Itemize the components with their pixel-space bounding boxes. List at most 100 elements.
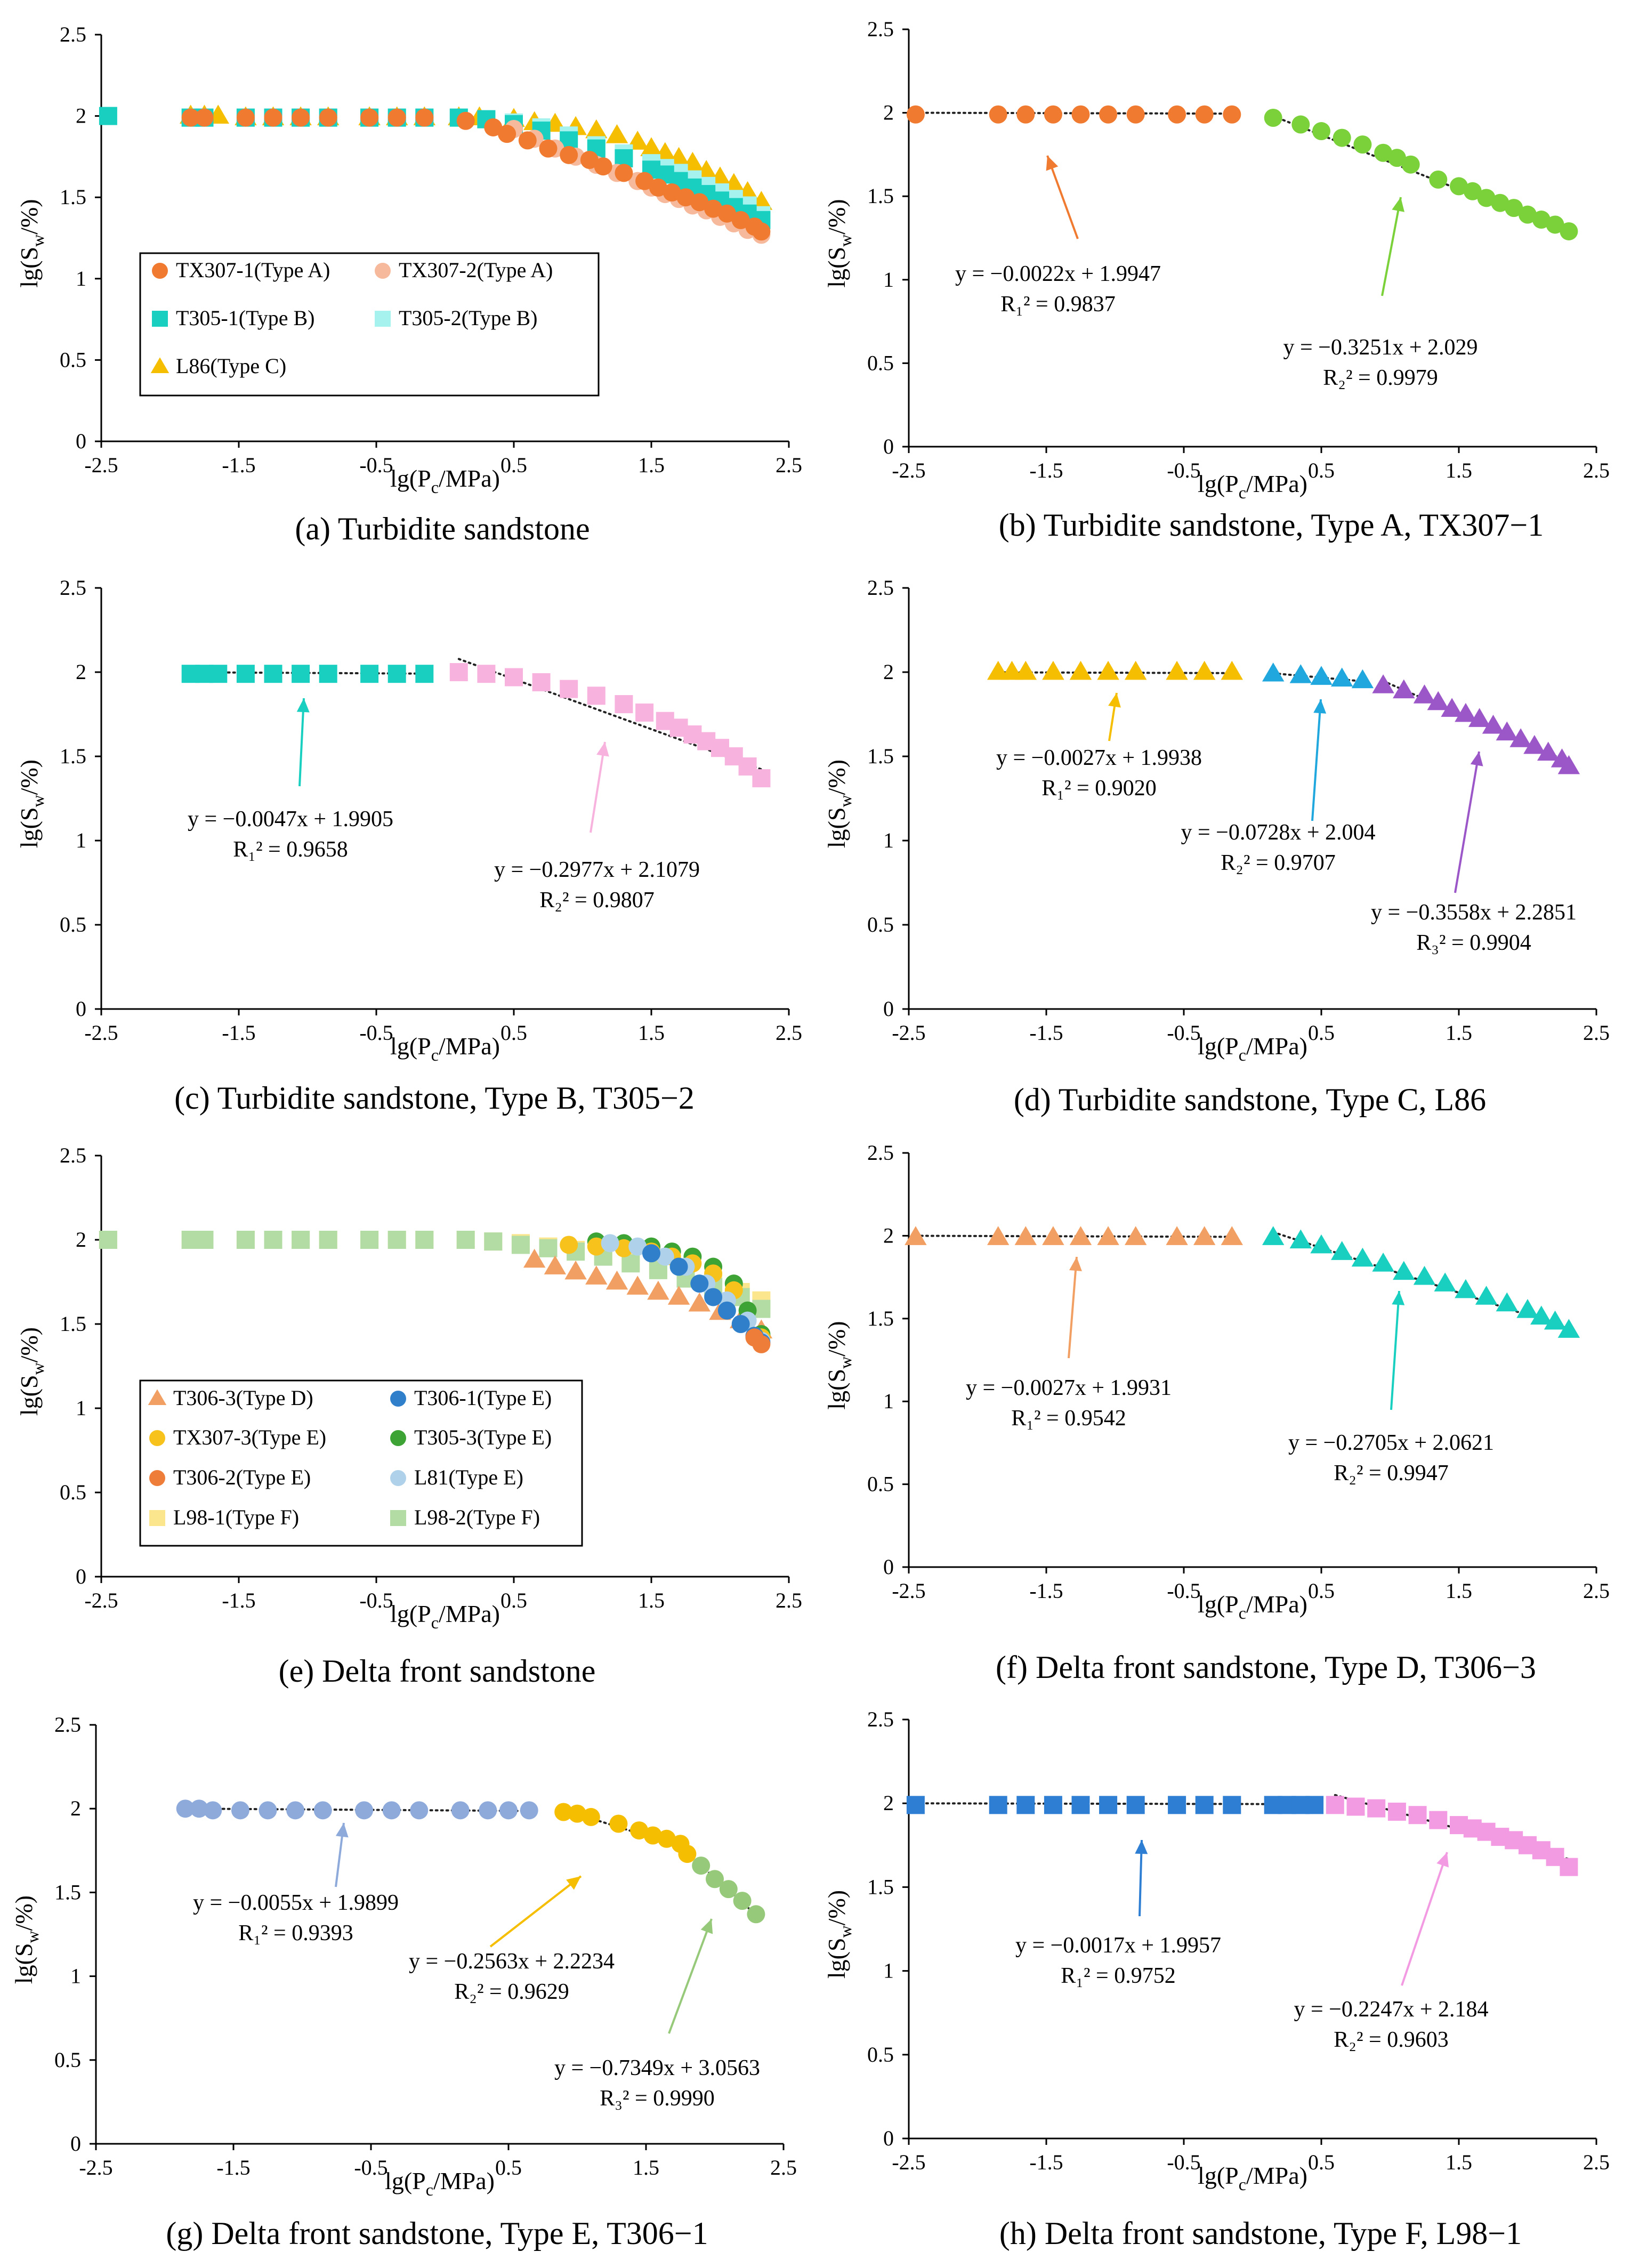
data-point [1372,674,1394,693]
data-point [747,1905,765,1924]
panel-caption: (a) Turbidite sandstone [295,511,590,546]
y-tick-label: 0.5 [867,2043,894,2067]
y-tick-label: 2.5 [867,1141,894,1165]
arrow-head-icon [1069,1257,1082,1271]
annotation-arrow [489,1875,582,1948]
data-point [690,1274,709,1293]
data-point [360,665,379,683]
y-tick-label: 1 [76,828,86,852]
y-tick-label: 0 [883,434,894,458]
y-tick-label: 0.5 [867,351,894,375]
y-tick-label: 1 [883,1389,894,1413]
data-point [1326,1796,1344,1814]
data-point [148,1389,167,1405]
data-point [1429,170,1448,189]
arrow-head-icon [596,742,609,757]
data-point [1557,1319,1580,1338]
y-axis-label: lg(Sw/%) [823,1321,855,1409]
data-point [1374,143,1393,162]
data-point [568,1804,586,1823]
data-point [1455,1279,1477,1298]
data-point [1496,1292,1518,1312]
data-point [1560,222,1578,240]
panel-caption: (e) Delta front sandstone [279,1653,596,1689]
x-tick-label: 1.5 [638,1588,665,1612]
data-point [1071,1796,1090,1814]
data-point [498,125,516,143]
data-point [667,1286,690,1305]
fit-r-squared: R₁² = 0.9393 [238,1921,353,1946]
x-tick-label: -0.5 [359,453,393,477]
data-point [360,1231,379,1249]
data-point [1168,105,1186,124]
data-point [752,222,771,241]
data-point [587,1237,605,1256]
data-point [204,1801,222,1820]
x-tick-label: -2.5 [892,458,925,482]
annotation-arrow [1068,1256,1078,1359]
x-tick-label: 2.5 [1583,1579,1610,1603]
data-point [1125,1226,1147,1245]
data-point [647,1280,669,1300]
data-point [585,1265,608,1285]
annotation-arrow [1401,1852,1448,1986]
data-point [390,1391,406,1407]
data-point [1166,1226,1188,1245]
x-tick-label: 0.5 [1308,1021,1335,1045]
data-point [456,1231,475,1249]
data-point [635,172,654,190]
chart-panel-d: 0 0.5 1 1.5 2 2.5 -2.5 -1.5 -0.5 0.5 1.5 2.5 lg(Pc/M… [823,576,1610,1117]
x-tick-label: 0.5 [500,453,527,477]
x-tick-label: 0.5 [1308,458,1335,482]
legend-label: T305-2(Type B) [399,306,537,330]
data-point [1331,667,1353,687]
data-point [1014,1226,1037,1245]
y-tick-label: 2.5 [54,1713,81,1737]
x-tick-label: 2.5 [776,453,802,477]
data-point [1450,177,1468,196]
data-point [532,673,551,691]
data-point [704,1288,723,1306]
data-point [717,204,736,223]
y-tick-label: 1.5 [867,1875,894,1899]
data-point [1195,105,1214,124]
data-point [236,108,255,127]
x-tick-label: -2.5 [79,2156,112,2180]
data-point [564,1260,587,1280]
arrow-head-icon [296,698,310,713]
data-point [1387,1802,1406,1821]
data-point [585,119,608,139]
data-point [554,1803,573,1821]
chart-panel-g: 0 0.5 1 1.5 2 2.5 -2.5 -1.5 -0.5 0.5 1.5 2.5 lg(Pc/M… [10,1713,797,2251]
data-point [456,111,475,130]
data-point [415,108,434,127]
x-tick-label: -0.5 [1167,2150,1200,2174]
fit-r-squared: R₂² = 0.9947 [1334,1461,1448,1486]
data-point [1097,1226,1119,1245]
data-point [1069,660,1092,680]
x-tick-label: -1.5 [1029,1021,1063,1045]
x-tick-label: -0.5 [1167,1021,1200,1045]
data-point [1044,1796,1062,1814]
data-point [236,665,255,683]
data-point [484,1232,503,1251]
legend-label: T306-1(Type E) [414,1386,552,1410]
data-point [1372,1253,1394,1272]
data-point [1310,666,1333,685]
data-point [1289,1229,1312,1249]
y-tick-label: 0 [883,2126,894,2150]
x-axis-label: lg(Pc/MPa) [1198,1032,1307,1064]
fit-equation: y = −0.3251x + 2.029 [1283,335,1477,360]
arrow-head-icon [1135,1840,1148,1854]
data-point [264,108,282,127]
arrow-head-icon [700,1919,713,1934]
arrow-head-icon [1392,197,1404,212]
data-point [292,665,310,683]
y-tick-label: 1.5 [60,744,86,768]
fit-r-squared: R₁² = 0.9020 [1041,776,1156,801]
legend-label: T306-2(Type E) [173,1465,311,1489]
data-point [520,1801,538,1820]
fit-r-squared: R₃² = 0.9990 [600,2086,714,2111]
panel-caption: (c) Turbidite sandstone, Type B, T305−2 [174,1080,695,1116]
data-point [1408,1806,1427,1825]
